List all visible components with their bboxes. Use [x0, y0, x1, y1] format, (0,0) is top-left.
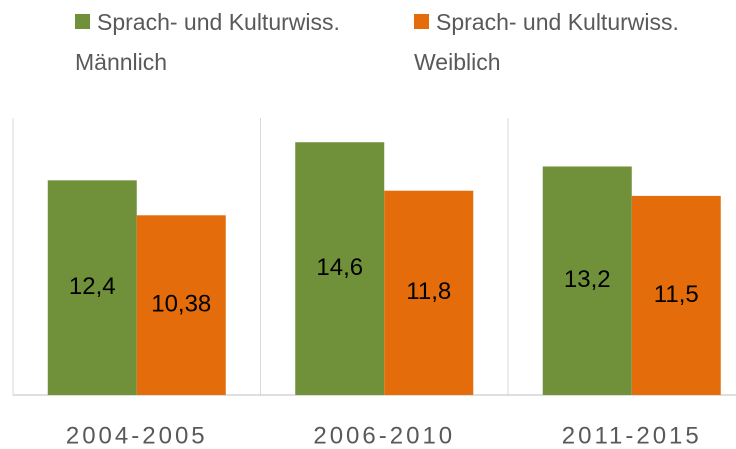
x-tick-label: 2004-2005 — [66, 422, 208, 449]
bar — [136, 215, 226, 395]
bar — [47, 180, 137, 395]
legend-swatch — [414, 14, 429, 29]
data-label: 10,38 — [151, 290, 211, 317]
bar — [542, 166, 632, 395]
x-tick-label: 2006-2010 — [313, 422, 455, 449]
legend-entry: Sprach- und Kulturwiss. Männlich — [75, 2, 405, 82]
bar — [295, 142, 385, 395]
x-tick-label: 2011-2015 — [562, 422, 702, 449]
bar — [631, 195, 721, 395]
bar — [384, 190, 474, 395]
legend-label: Sprach- und Kulturwiss. Männlich — [75, 9, 340, 75]
data-label: 13,2 — [564, 266, 611, 293]
data-label: 11,5 — [654, 281, 699, 308]
data-label: 11,8 — [406, 278, 451, 305]
legend-label: Sprach- und Kulturwiss. Weiblich — [414, 9, 679, 75]
legend-entry: Sprach- und Kulturwiss. Weiblich — [414, 2, 736, 82]
data-label: 14,6 — [316, 254, 363, 281]
legend-swatch — [75, 14, 90, 29]
data-label: 12,4 — [69, 273, 116, 300]
